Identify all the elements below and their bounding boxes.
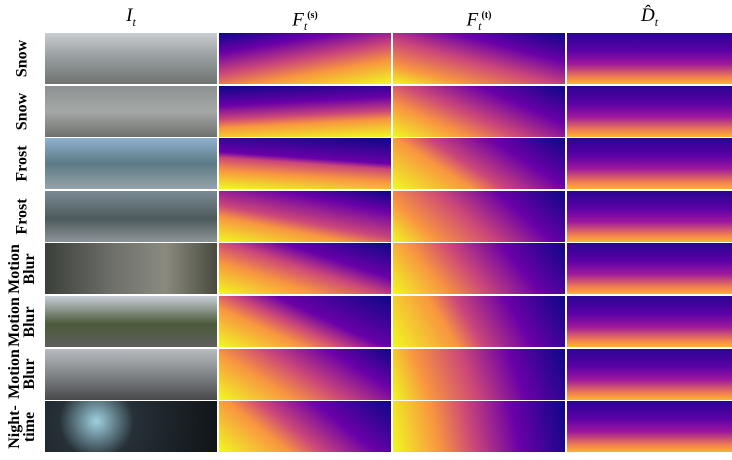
image-panel bbox=[393, 401, 565, 452]
image-panel bbox=[219, 33, 391, 84]
image-panel bbox=[393, 33, 565, 84]
image-panel bbox=[45, 33, 217, 84]
subscript: t bbox=[655, 15, 658, 29]
row-label-line: Blur bbox=[22, 243, 37, 295]
image-panel bbox=[567, 349, 732, 400]
row-label-line: Blur bbox=[22, 296, 37, 348]
row-label-line: Motion bbox=[7, 348, 22, 400]
image-panel bbox=[219, 86, 391, 137]
image-panel bbox=[219, 191, 391, 242]
figure: It Ft(s) Ft(t) D̂t SnowSnowFrostFrostMot… bbox=[0, 0, 732, 460]
image-panel bbox=[393, 191, 565, 242]
superscript: (s) bbox=[307, 10, 318, 21]
column-header: D̂t bbox=[567, 2, 732, 30]
image-panel bbox=[219, 243, 391, 294]
row-label-line: Frost bbox=[15, 190, 30, 242]
symbol: F bbox=[292, 9, 304, 30]
image-panel bbox=[567, 138, 732, 189]
row-label: Snow bbox=[15, 33, 30, 85]
row-label: Frost bbox=[15, 138, 30, 190]
row-label-line: Motion bbox=[7, 243, 22, 295]
image-panel bbox=[45, 243, 217, 294]
image-panel bbox=[393, 138, 565, 189]
symbol: F bbox=[467, 9, 479, 30]
image-panel bbox=[567, 191, 732, 242]
image-panel bbox=[393, 296, 565, 347]
subscript: t bbox=[132, 15, 135, 29]
row-label: Frost bbox=[15, 190, 30, 242]
image-panel bbox=[567, 296, 732, 347]
image-panel bbox=[219, 401, 391, 452]
column-header: Ft(s) bbox=[219, 2, 391, 30]
row-label-line: Motion bbox=[7, 296, 22, 348]
image-panel bbox=[393, 86, 565, 137]
subscript: t bbox=[304, 19, 307, 33]
subscript: t bbox=[478, 19, 481, 33]
image-panel bbox=[219, 349, 391, 400]
row-label-line: Night- bbox=[7, 401, 22, 453]
superscript: (t) bbox=[481, 10, 491, 21]
image-panel bbox=[567, 86, 732, 137]
row-label-line: Frost bbox=[15, 138, 30, 190]
row-label-line: time bbox=[22, 401, 37, 453]
image-panel bbox=[393, 349, 565, 400]
image-panel bbox=[393, 243, 565, 294]
image-panel bbox=[219, 138, 391, 189]
image-panel bbox=[45, 86, 217, 137]
row-label-line: Blur bbox=[22, 348, 37, 400]
row-label: Snow bbox=[15, 85, 30, 137]
column-header: It bbox=[45, 2, 217, 30]
row-label-line: Snow bbox=[15, 33, 30, 85]
image-panel bbox=[219, 296, 391, 347]
image-panel bbox=[567, 33, 732, 84]
image-panel bbox=[567, 401, 732, 452]
symbol: D̂ bbox=[641, 5, 655, 26]
image-panel bbox=[45, 349, 217, 400]
image-panel bbox=[45, 296, 217, 347]
column-header: Ft(t) bbox=[393, 2, 565, 30]
row-label: Night-time bbox=[7, 401, 37, 453]
image-panel bbox=[45, 138, 217, 189]
image-panel bbox=[45, 401, 217, 452]
image-panel bbox=[567, 243, 732, 294]
image-panel bbox=[45, 191, 217, 242]
row-label-line: Snow bbox=[15, 85, 30, 137]
